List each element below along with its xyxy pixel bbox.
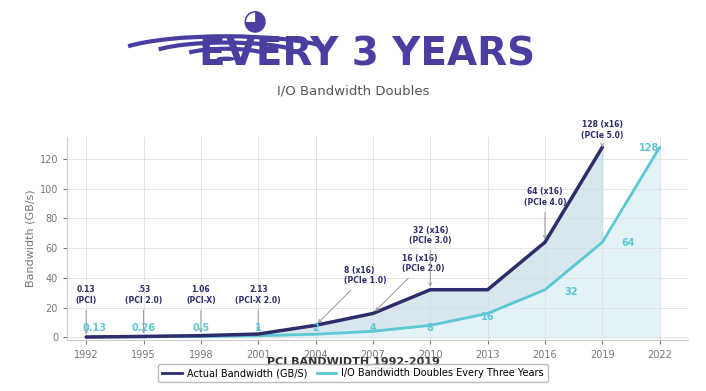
Text: 32 (x16)
(PCIe 3.0): 32 (x16) (PCIe 3.0)	[409, 226, 452, 286]
Text: 1.06
(PCI-X): 1.06 (PCI-X)	[186, 285, 216, 332]
Legend: Actual Bandwidth (GB/S), I/O Bandwidth Doubles Every Three Years: Actual Bandwidth (GB/S), I/O Bandwidth D…	[158, 364, 548, 382]
Text: 8: 8	[427, 323, 433, 333]
Text: 0.13
(PCI): 0.13 (PCI)	[76, 285, 97, 333]
Text: I/O Bandwidth Doubles: I/O Bandwidth Doubles	[277, 84, 429, 98]
Text: 2.13
(PCI-X 2.0): 2.13 (PCI-X 2.0)	[235, 285, 281, 330]
Text: 0.5: 0.5	[192, 323, 210, 333]
Text: .53
(PCI 2.0): .53 (PCI 2.0)	[125, 285, 162, 333]
X-axis label: Time: Time	[362, 364, 393, 377]
Text: 64 (x16)
(PCIe 4.0): 64 (x16) (PCIe 4.0)	[524, 187, 566, 239]
Text: 128: 128	[640, 143, 659, 153]
Text: PCI BANDWIDTH 1992-2019: PCI BANDWIDTH 1992-2019	[267, 357, 439, 367]
Text: 64: 64	[621, 238, 635, 248]
Text: 32: 32	[564, 287, 578, 297]
Text: 16: 16	[481, 312, 494, 322]
Y-axis label: Bandwidth (GB/s): Bandwidth (GB/s)	[25, 190, 35, 287]
Text: 0.13: 0.13	[83, 323, 107, 333]
Text: 16 (x16)
(PCIe 2.0): 16 (x16) (PCIe 2.0)	[376, 254, 444, 311]
Text: ◕: ◕	[242, 6, 266, 34]
Text: 1: 1	[255, 323, 262, 333]
Text: 8 (x16)
(PCIe 1.0): 8 (x16) (PCIe 1.0)	[318, 266, 387, 323]
Text: 128 (x16)
(PCIe 5.0): 128 (x16) (PCIe 5.0)	[581, 120, 623, 146]
Circle shape	[217, 57, 234, 60]
Text: 4: 4	[369, 323, 376, 333]
Text: 0.26: 0.26	[131, 323, 155, 333]
Text: 2: 2	[312, 323, 319, 333]
Text: EVERY 3 YEARS: EVERY 3 YEARS	[199, 35, 535, 73]
